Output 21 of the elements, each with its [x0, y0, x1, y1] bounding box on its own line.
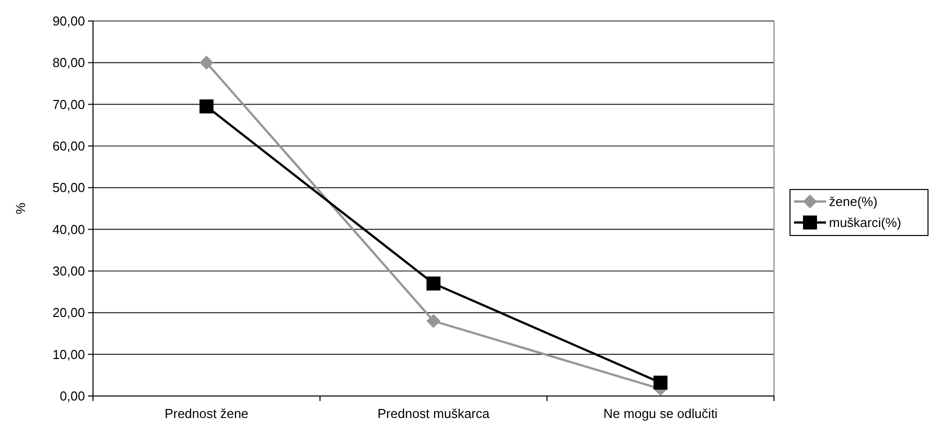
y-tick-label: 10,00 — [52, 346, 85, 362]
point — [426, 314, 440, 328]
y-tick-label: 50,00 — [52, 180, 85, 196]
y-tick-label: 70,00 — [52, 96, 85, 112]
point — [200, 56, 214, 70]
y-axis-title: % — [13, 202, 28, 214]
y-tick-label: 40,00 — [52, 222, 85, 237]
legend-label: žene(%) — [829, 194, 878, 210]
y-tick-label: 0,00 — [60, 388, 85, 404]
x-tick-label: Prednost žene — [164, 406, 248, 421]
point — [654, 376, 668, 390]
point — [200, 99, 214, 114]
legend-label: muškarci(%) — [829, 215, 902, 230]
y-tick-label: 60,00 — [52, 138, 85, 154]
y-tick-label: 30,00 — [52, 264, 85, 279]
y-tick-label: 20,00 — [52, 305, 85, 320]
x-tick-label: Ne mogu se odlučiti — [603, 406, 718, 421]
y-tick-label: 80,00 — [52, 55, 85, 70]
x-tick-label: Prednost muškarca — [378, 406, 490, 421]
point — [426, 276, 440, 290]
y-tick-label: 90,00 — [52, 14, 85, 29]
